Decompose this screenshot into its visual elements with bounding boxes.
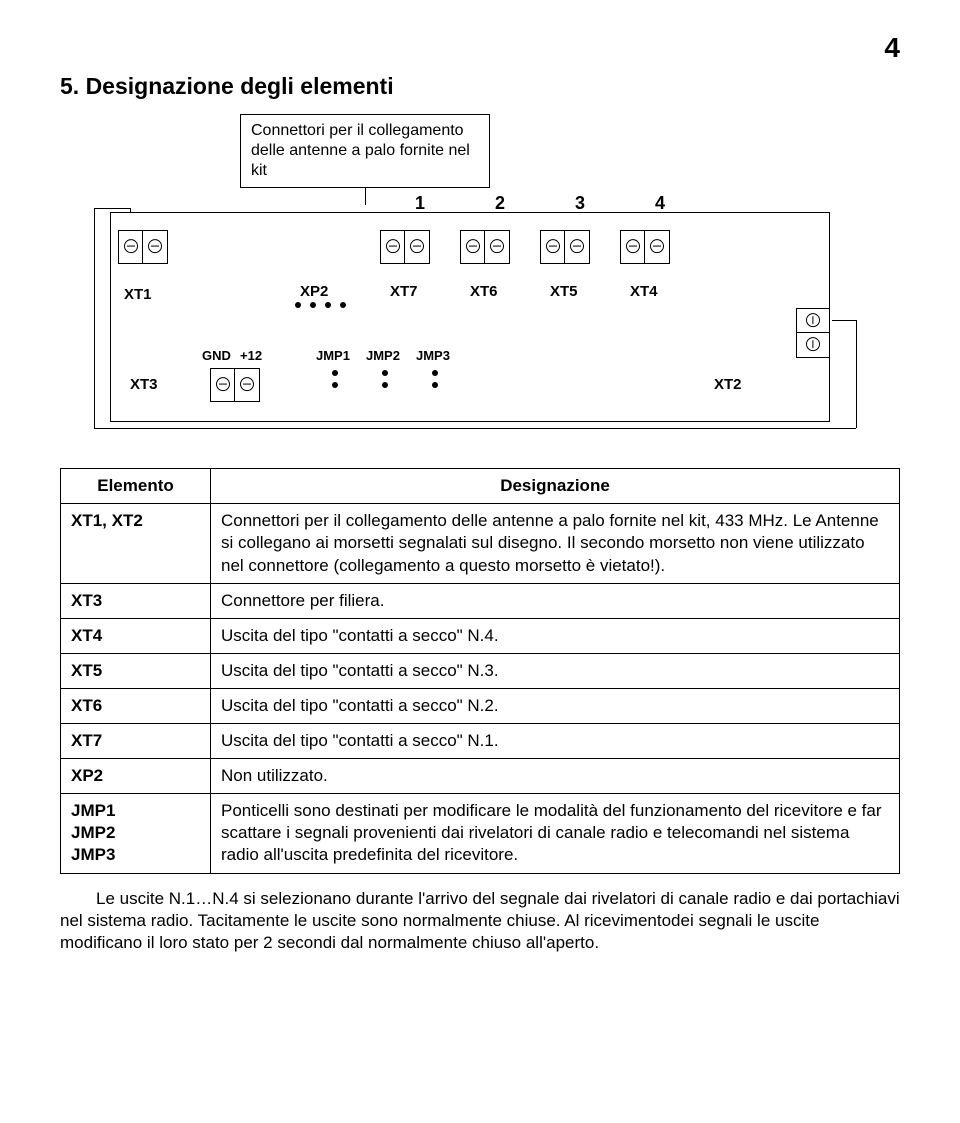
label-jmp3: JMP3 [416,348,450,365]
cell-el: XT3 [61,583,211,618]
table-row: JMP1 JMP2 JMP3 Ponticelli sono destinati… [61,794,900,873]
cell-el: XT6 [61,688,211,723]
table-row: XT6 Uscita del tipo "contatti a secco" N… [61,688,900,723]
label-jmp2: JMP2 [366,348,400,365]
table-row: XT5 Uscita del tipo "contatti a secco" N… [61,653,900,688]
caption-box: Connettori per il collegamento delle ant… [240,114,490,188]
terminal-xt1 [118,230,168,264]
label-jmp1: JMP1 [316,348,350,365]
table-row: XT4 Uscita del tipo "contatti a secco" N… [61,618,900,653]
num-1: 1 [415,192,425,215]
th-designation: Designazione [211,469,900,504]
cell-desc: Non utilizzato. [211,759,900,794]
label-xt5: XT5 [550,282,578,302]
num-2: 2 [495,192,505,215]
terminal-xt2 [796,308,830,358]
cell-desc: Uscita del tipo "contatti a secco" N.4. [211,618,900,653]
label-xt3: XT3 [130,375,158,395]
footer-paragraph: Le uscite N.1…N.4 si selezionano durante… [60,888,900,955]
cell-el: XT7 [61,724,211,759]
header-xp2 [295,302,346,308]
jumper-jmp1 [332,370,338,388]
table-row: XT3 Connettore per filiera. [61,583,900,618]
cell-desc: Connettori per il collegamento delle ant… [211,504,900,583]
cell-desc: Uscita del tipo "contatti a secco" N.2. [211,688,900,723]
terminal-xt4 [620,230,670,264]
jumper-jmp3 [432,370,438,388]
cell-desc: Uscita del tipo "contatti a secco" N.1. [211,724,900,759]
label-gnd: GND [202,348,231,365]
terminal-xt5 [540,230,590,264]
label-xt1: XT1 [124,285,152,305]
table-body: XT1, XT2 Connettori per il collegamento … [61,504,900,873]
cell-desc: Uscita del tipo "contatti a secco" N.3. [211,653,900,688]
num-3: 3 [575,192,585,215]
pcb-diagram: 1 2 3 4 [80,190,870,440]
table-row: XP2 Non utilizzato. [61,759,900,794]
terminal-xt6 [460,230,510,264]
label-p12: +12 [240,348,262,365]
terminal-xt7 [380,230,430,264]
terminal-xt3 [210,368,260,402]
cell-el: XP2 [61,759,211,794]
label-xt4: XT4 [630,282,658,302]
label-xt2: XT2 [714,375,742,395]
cell-el: XT5 [61,653,211,688]
channel-numbers: 1 2 3 4 [380,192,700,215]
jumper-jmp2 [382,370,388,388]
table-row: XT7 Uscita del tipo "contatti a secco" N… [61,724,900,759]
page-number: 4 [60,30,900,66]
cell-el: JMP1 JMP2 JMP3 [61,794,211,873]
cell-desc: Ponticelli sono destinati per modificare… [211,794,900,873]
label-xt7: XT7 [390,282,418,302]
section-title: 5. Designazione degli elementi [60,72,900,102]
label-xt6: XT6 [470,282,498,302]
label-xp2: XP2 [300,282,328,302]
cell-desc: Connettore per filiera. [211,583,900,618]
designation-table: Elemento Designazione XT1, XT2 Connettor… [60,468,900,873]
th-element: Elemento [61,469,211,504]
num-4: 4 [655,192,665,215]
table-row: XT1, XT2 Connettori per il collegamento … [61,504,900,583]
cell-el: XT1, XT2 [61,504,211,583]
caption-text: Connettori per il collegamento delle ant… [251,122,470,179]
cell-el: XT4 [61,618,211,653]
